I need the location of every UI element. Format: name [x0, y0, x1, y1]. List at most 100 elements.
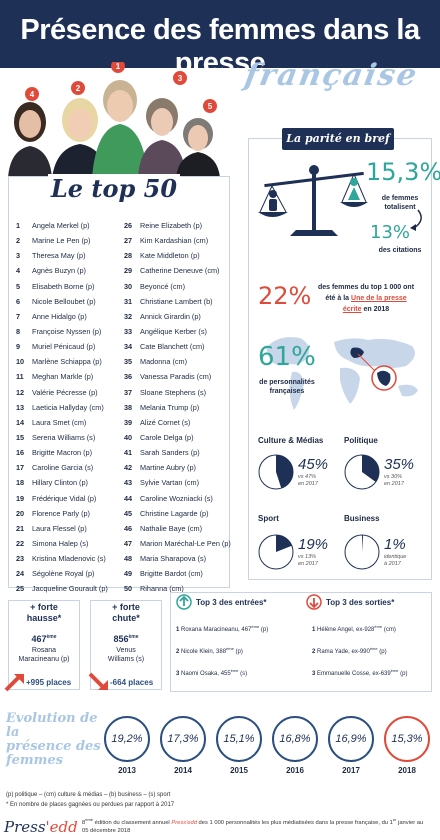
ranking-number: 11: [16, 372, 24, 382]
evolution-year: 2014: [174, 766, 192, 775]
entries-up-icon: [176, 594, 192, 610]
page-title: Présence des femmes dans la presse: [20, 14, 420, 79]
arrow-up-icon: [4, 674, 24, 692]
ranking-row: 14 Laura Smet (cm): [16, 415, 108, 430]
stat-french-personalities: 61%: [258, 342, 316, 372]
ranking-name: Rihanna (cm): [140, 584, 184, 594]
evolution-year: 2016: [286, 766, 304, 775]
pie-slice: [276, 535, 292, 552]
evolution-title: Evolution de la présence des femmes: [6, 711, 101, 768]
pie-slice: [362, 455, 379, 482]
evolution-value: 15,3%: [384, 716, 430, 762]
pie-label: Business: [344, 514, 380, 523]
top50-panel: [8, 176, 230, 588]
ranking-number: 47: [124, 538, 133, 548]
pie-slice: [276, 455, 294, 489]
pie-percent: 19%: [298, 536, 329, 553]
stat-une-text: des femmes du top 1 000 ont été à la Une…: [317, 284, 415, 313]
ranking-row: 19 Frédérique Vidal (p): [16, 491, 108, 506]
chute-box: [90, 600, 162, 690]
ranking-row: 33 Angélique Kerber (s): [124, 324, 231, 339]
ranking-name: Kristina Mladenovic (s): [32, 554, 106, 564]
ranking-name: Brigitte Macron (p): [32, 448, 93, 458]
ranking-number: 31: [124, 296, 133, 306]
badge-1: 1: [116, 62, 121, 71]
ranking-number: 40: [124, 432, 133, 442]
ranking-name: Marion Maréchal-Le Pen (p): [140, 538, 231, 548]
ranking-row: 45 Christine Lagarde (p): [124, 506, 231, 521]
ranking-name: Vanessa Paradis (cm): [140, 372, 212, 382]
ranking-number: 46: [124, 523, 133, 533]
pie-label: Sport: [258, 514, 279, 523]
stat-women-total-text: de femmes totalisent: [381, 195, 419, 211]
hausse-delta: +995 places: [26, 678, 72, 687]
ranking-row: 29 Catherine Deneuve (cm): [124, 263, 231, 278]
exits-item: 2 Rama Yade, ex-990ème (p): [312, 646, 387, 655]
ranking-row: 21 Laura Flessel (p): [16, 521, 108, 536]
page-subtitle: française: [241, 58, 422, 93]
pie-label: Culture & Médias: [258, 436, 324, 445]
stat-une: 22%: [258, 282, 312, 310]
ranking-number: 10: [16, 357, 25, 367]
ranking-number: 15: [16, 432, 25, 442]
ranking-row: 15 Serena Williams (s): [16, 430, 108, 445]
ranking-name: Meghan Markle (p): [32, 372, 94, 382]
footer-logo: Press'edd: [4, 818, 78, 836]
ranking-number: 38: [124, 402, 133, 412]
ranking-number: 33: [124, 326, 133, 336]
ranking-name: Agnès Buzyn (p): [32, 266, 86, 276]
chute-rank: 856ème: [113, 634, 139, 644]
footer-text: 8ème édition du classement annuel Press'…: [82, 817, 424, 834]
ranking-name: Marlène Schiappa (p): [32, 357, 102, 367]
ranking-name: Jacqueline Gourault (p): [32, 584, 108, 594]
pie-chart: [258, 454, 294, 490]
ranking-number: 39: [124, 417, 133, 427]
ranking-number: 30: [124, 281, 133, 291]
evolution-value: 19,2%: [104, 716, 150, 762]
pie-chart: [344, 454, 380, 490]
portrait-3: [138, 98, 186, 178]
ranking-name: Maria Sharapova (s): [140, 554, 207, 564]
ranking-name: Simona Halep (s): [32, 538, 89, 548]
ranking-row: 40 Carole Delga (p): [124, 430, 231, 445]
badge-5: 5: [208, 102, 213, 111]
ranking-name: Catherine Deneuve (cm): [140, 266, 220, 276]
ranking-row: 16 Brigitte Macron (p): [16, 445, 108, 460]
arrow-down-icon: [88, 672, 108, 690]
ranking-name: Valérie Pécresse (p): [32, 387, 98, 397]
ranking-row: 10 Marlène Schiappa (p): [16, 354, 108, 369]
ranking-row: 39 Alizé Cornet (s): [124, 415, 231, 430]
ranking-number: 41: [124, 448, 133, 458]
hausse-name: Rosana Maracineanu (p): [18, 647, 70, 663]
evolution-year: 2018: [398, 766, 416, 775]
ranking-name: Françoise Nyssen (p): [32, 326, 102, 336]
ranking-row: 3 Theresa May (p): [16, 248, 108, 263]
evolution-value: 16,8%: [272, 716, 318, 762]
ranking-name: Sylvie Vartan (cm): [140, 478, 200, 488]
ranking-number: 43: [124, 478, 133, 488]
evolution-year: 2015: [230, 766, 248, 775]
ranking-name: Muriel Pénicaud (p): [32, 342, 96, 352]
balance-scale-icon: [258, 165, 368, 236]
ranking-name: Kim Kardashian (cm): [140, 236, 209, 246]
ranking-row: 28 Kate Middleton (p): [124, 248, 231, 263]
evolution-value: 16,9%: [328, 716, 374, 762]
category-legend: (p) politique – (cm) culture & médias – …: [6, 792, 171, 798]
ranking-row: 24 Ségolène Royal (p): [16, 566, 108, 581]
ranking-number: 32: [124, 311, 133, 321]
ranking-number: 35: [124, 357, 133, 367]
ranking-number: 5: [16, 281, 21, 291]
ranking-number: 22: [16, 538, 25, 548]
ranking-number: 37: [124, 387, 133, 397]
ranking-number: 16: [16, 448, 25, 458]
ranking-number: 21: [16, 523, 25, 533]
ranking-row: 32 Annick Girardin (p): [124, 309, 231, 324]
portraits-group: 4 2 1 3 5: [0, 59, 230, 178]
pie-label: Politique: [344, 436, 378, 445]
pie-chart: [258, 534, 294, 570]
ranking-number: 8: [16, 326, 21, 336]
ranking-row: 26 Reine Elizabeth (p): [124, 218, 231, 233]
pie-percent: 45%: [298, 456, 329, 473]
ranking-row: 47 Marion Maréchal-Le Pen (p): [124, 536, 231, 551]
ranking-number: 12: [16, 387, 25, 397]
